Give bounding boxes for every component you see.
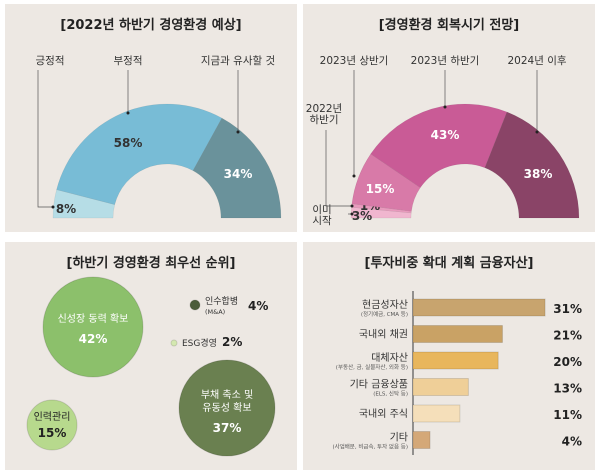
chart-title-outlook: [2022년 하반기 경영환경 예상] (60, 17, 241, 33)
chart-title-recovery: [경영환경 회복시기 전망] (379, 17, 520, 33)
slice-value-label: 38% (524, 167, 553, 181)
slice-label: 2023년 상반기 (320, 55, 389, 67)
bar (412, 325, 503, 343)
slice-label: 시작 (312, 215, 332, 227)
slice-label: 하반기 (310, 113, 339, 126)
leader-line (325, 130, 352, 207)
leader-dot (535, 130, 539, 134)
bar (412, 404, 461, 423)
bubble-label: 인수합병 (205, 296, 238, 307)
bar-value-label: 21% (553, 329, 582, 343)
bar-category-label: 기타 (390, 432, 408, 444)
donut-slice (370, 103, 508, 188)
leader-dot (236, 130, 240, 134)
bar-value-label: 20% (553, 355, 582, 369)
bar (412, 298, 546, 317)
slice-label: 긍정적 (36, 55, 65, 67)
bubble (178, 359, 276, 457)
bar-value-label: 13% (553, 382, 582, 396)
leader-dot (350, 204, 354, 208)
bar-category-subtitle: (부동산, 금, 실물자산, 외화 등) (336, 363, 408, 371)
bar-category-subtitle: (사업배분, 비금속, 투자 없음 등) (332, 443, 408, 451)
bar (412, 351, 499, 370)
bubble (26, 399, 78, 451)
bubble-label: (M&A) (205, 308, 225, 316)
bar-category-label: 대체자산 (371, 352, 408, 364)
slice-label: 2023년 하반기 (411, 54, 480, 67)
bubble-value: 4% (248, 299, 268, 313)
chart-title-priority: [하반기 경영환경 최우선 순위] (67, 255, 236, 271)
bar-category-label: 기타 금융상품 (350, 379, 408, 391)
leader-dot (352, 174, 356, 178)
slice-label: 지금과 유사할 것 (201, 55, 275, 67)
bubble-label: ESG경영 (182, 337, 217, 349)
bar-value-label: 11% (553, 408, 582, 422)
bar-category-label: 국내외 채권 (359, 329, 408, 341)
leader-dot (126, 111, 130, 115)
bubble-label: 유동성 확보 (202, 402, 251, 414)
slice-value-label: 8% (56, 202, 76, 216)
slice-value-label: 15% (366, 182, 395, 196)
bar (412, 431, 431, 449)
slice-label: 2024년 이후 (507, 55, 566, 67)
bubble (189, 299, 201, 311)
bar-category-label: 현금성자산 (362, 299, 408, 311)
slice-label: 부정적 (114, 55, 143, 67)
slice-label: 2022년 (306, 103, 342, 115)
slice-value-label: 3% (352, 209, 372, 223)
chart-title-investment: [투자비중 확대 계획 금융자산] (365, 255, 534, 271)
bubble-value: 37% (213, 421, 242, 435)
bubble-value: 2% (222, 335, 242, 349)
slice-value-label: 43% (431, 128, 460, 142)
bar-category-subtitle: (정기예금, CMA 등) (361, 310, 408, 318)
bar-category-label: 국내외 주식 (359, 408, 408, 420)
slice-label: 이미 (312, 204, 331, 216)
bubble (170, 339, 178, 347)
bubble (42, 276, 144, 378)
leader-dot (51, 205, 55, 209)
donut-slice (351, 153, 421, 212)
bubble-label: 인력관리 (34, 411, 71, 423)
bubble-label: 신성장 동력 확보 (58, 313, 129, 325)
bar-value-label: 31% (553, 302, 582, 316)
slice-value-label: 58% (114, 136, 143, 150)
leader-dot (350, 212, 354, 216)
bubble-label: 부채 축소 및 (201, 389, 253, 401)
bubble-value: 42% (79, 332, 108, 346)
bar-category-subtitle: (ELS, 신탁 등) (373, 390, 408, 398)
bar-value-label: 4% (562, 435, 582, 449)
slice-value-label: 34% (224, 167, 253, 181)
donut-slice (52, 189, 116, 219)
donut-slice (484, 111, 580, 219)
bar (412, 378, 469, 396)
donut-slice (192, 117, 282, 219)
leader-line (37, 70, 53, 208)
leader-dot (443, 105, 447, 109)
bubble-value: 15% (38, 426, 67, 440)
donut-slice (56, 103, 223, 205)
